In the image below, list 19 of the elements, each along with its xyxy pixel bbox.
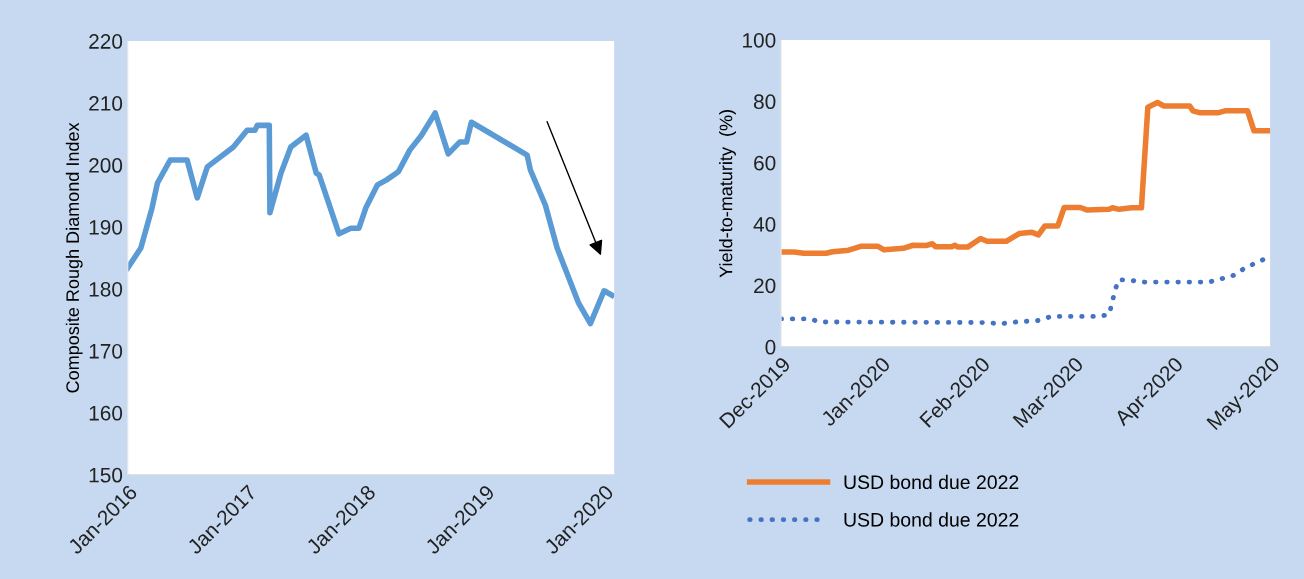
y-tick-label: 80 bbox=[753, 94, 776, 110]
y-axis-title: Composite Rough Diamond Index bbox=[65, 122, 83, 393]
y-tick-label: 200 bbox=[89, 158, 123, 173]
line-series bbox=[781, 256, 1267, 327]
y-tick-label: 180 bbox=[89, 281, 123, 297]
y-tick-label: 40 bbox=[753, 217, 776, 232]
y-tick-label: 100 bbox=[743, 32, 776, 48]
y-tick-label: 20 bbox=[754, 278, 776, 294]
legend-label: USD bond due 2022 bbox=[844, 512, 1019, 527]
y-tick-label: 170 bbox=[89, 343, 123, 359]
y-tick-label: 210 bbox=[89, 96, 123, 111]
y-tick-label: 0 bbox=[765, 339, 776, 355]
legend-label: USD bond due 2022 bbox=[844, 474, 1019, 490]
y-tick-label: 220 bbox=[89, 34, 123, 49]
y-tick-label: 190 bbox=[89, 219, 123, 235]
y-axis-title: Yield-to-maturity (%) bbox=[719, 110, 736, 278]
y-tick-label: 60 bbox=[754, 155, 776, 171]
y-tick-label: 160 bbox=[89, 405, 123, 421]
y-tick-label: 150 bbox=[89, 467, 123, 483]
